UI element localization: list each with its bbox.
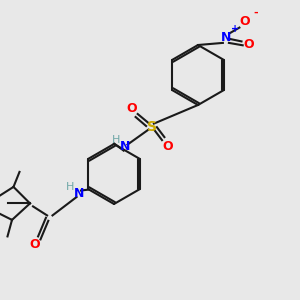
Text: O: O (126, 101, 137, 115)
Text: H: H (66, 182, 74, 192)
Text: S: S (146, 120, 157, 134)
Text: H: H (112, 135, 121, 146)
Text: O: O (239, 14, 250, 28)
Text: N: N (221, 31, 232, 44)
Text: -: - (253, 8, 258, 18)
Text: O: O (162, 140, 173, 153)
Text: O: O (243, 38, 254, 51)
Text: O: O (29, 238, 40, 251)
Text: N: N (74, 187, 85, 200)
Text: N: N (120, 140, 130, 154)
Text: +: + (231, 24, 239, 34)
